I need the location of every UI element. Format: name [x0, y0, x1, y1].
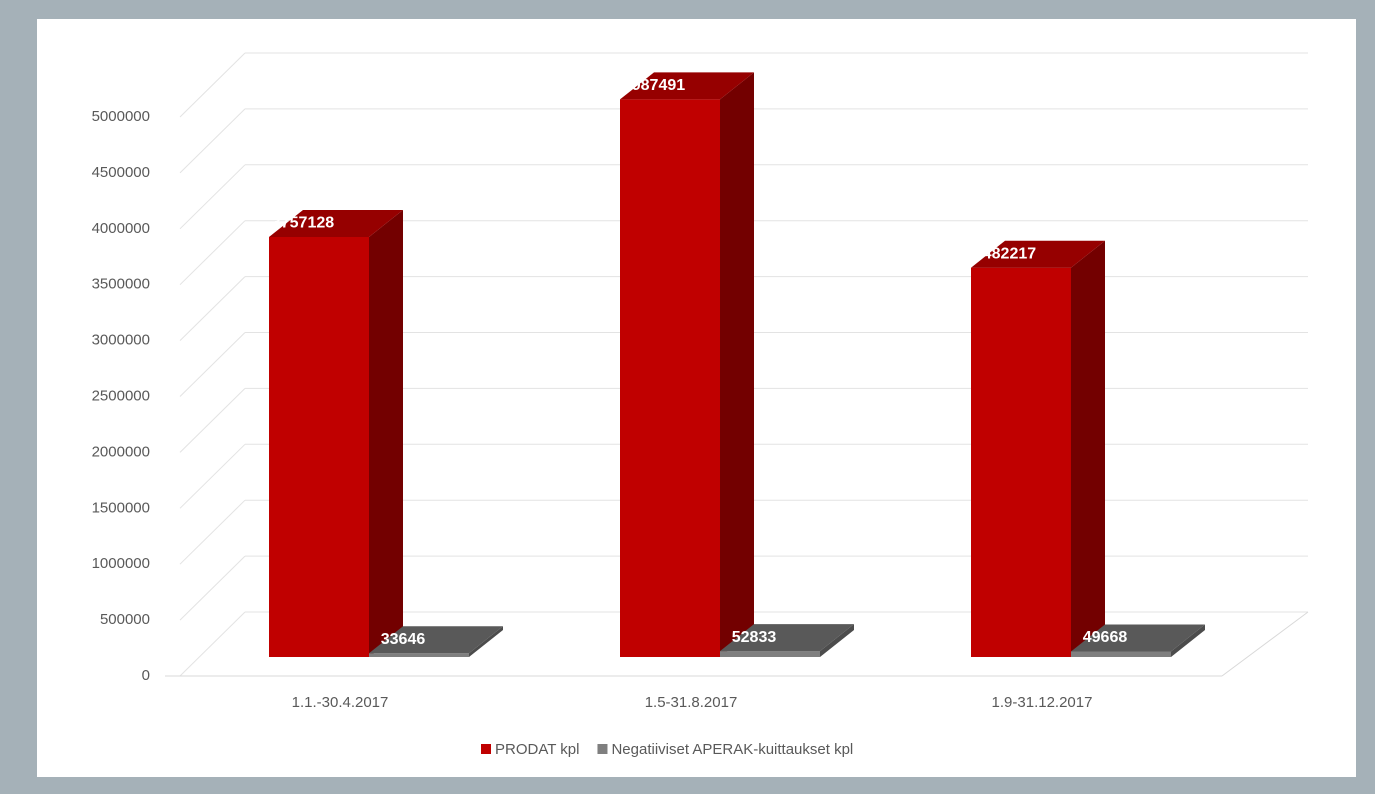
bar-side	[720, 72, 754, 658]
grid-line	[179, 332, 246, 397]
x-tick-label: 1.5-31.8.2017	[645, 694, 738, 711]
y-tick-label: 3500000	[92, 276, 150, 293]
bar-front	[971, 267, 1071, 657]
y-tick-label: 2000000	[92, 443, 150, 460]
bar-front	[269, 236, 369, 657]
data-label: 4987491	[623, 77, 685, 94]
bar-top	[620, 72, 754, 100]
legend-swatch	[481, 744, 491, 754]
grid-line	[179, 611, 246, 677]
bar-top	[1071, 624, 1205, 652]
legend-swatch	[597, 744, 608, 754]
grid-line	[179, 499, 246, 565]
bar-side	[1171, 624, 1205, 657]
grid-line	[179, 220, 246, 286]
bar-front	[720, 651, 820, 657]
y-tick-label: 1000000	[92, 555, 150, 572]
legend-label: Negatiiviset APERAK-kuittaukset kpl	[611, 741, 853, 758]
grid-line	[179, 276, 246, 341]
y-tick-label: 0	[142, 667, 150, 684]
y-tick-label: 2500000	[92, 387, 150, 404]
grid-line	[179, 388, 246, 453]
data-label: 52833	[732, 629, 777, 646]
y-tick-label: 5000000	[92, 108, 150, 125]
legend-label: PRODAT kpl	[495, 741, 579, 758]
data-label: 49668	[1083, 629, 1128, 646]
data-label: 33646	[381, 631, 426, 648]
y-tick-label: 4000000	[92, 220, 150, 237]
x-tick-label: 1.9-31.12.2017	[992, 694, 1093, 711]
data-label: 3482217	[974, 245, 1036, 262]
floor-edge	[1221, 611, 1309, 677]
bar-top	[971, 240, 1105, 268]
bar-top	[269, 209, 403, 237]
x-tick-label: 1.1.-30.4.2017	[292, 694, 389, 711]
bar-side	[369, 209, 403, 657]
grid-line	[179, 555, 246, 621]
grid-line	[179, 52, 246, 118]
bar-side	[469, 626, 503, 657]
y-tick-label: 4500000	[92, 164, 150, 181]
bar-side	[1071, 240, 1105, 657]
bar-front	[620, 99, 720, 658]
bar-side	[820, 624, 854, 657]
y-tick-label: 1500000	[92, 499, 150, 516]
data-label: 3757128	[272, 215, 334, 232]
bar-top	[720, 624, 854, 652]
bar-top	[369, 626, 503, 654]
grid-line	[179, 164, 246, 230]
grid-line	[179, 108, 246, 174]
grid-line	[179, 443, 246, 509]
bar-front	[1071, 651, 1171, 657]
y-tick-label: 3000000	[92, 332, 150, 349]
y-tick-label: 500000	[100, 611, 150, 628]
bar-front	[369, 653, 469, 657]
